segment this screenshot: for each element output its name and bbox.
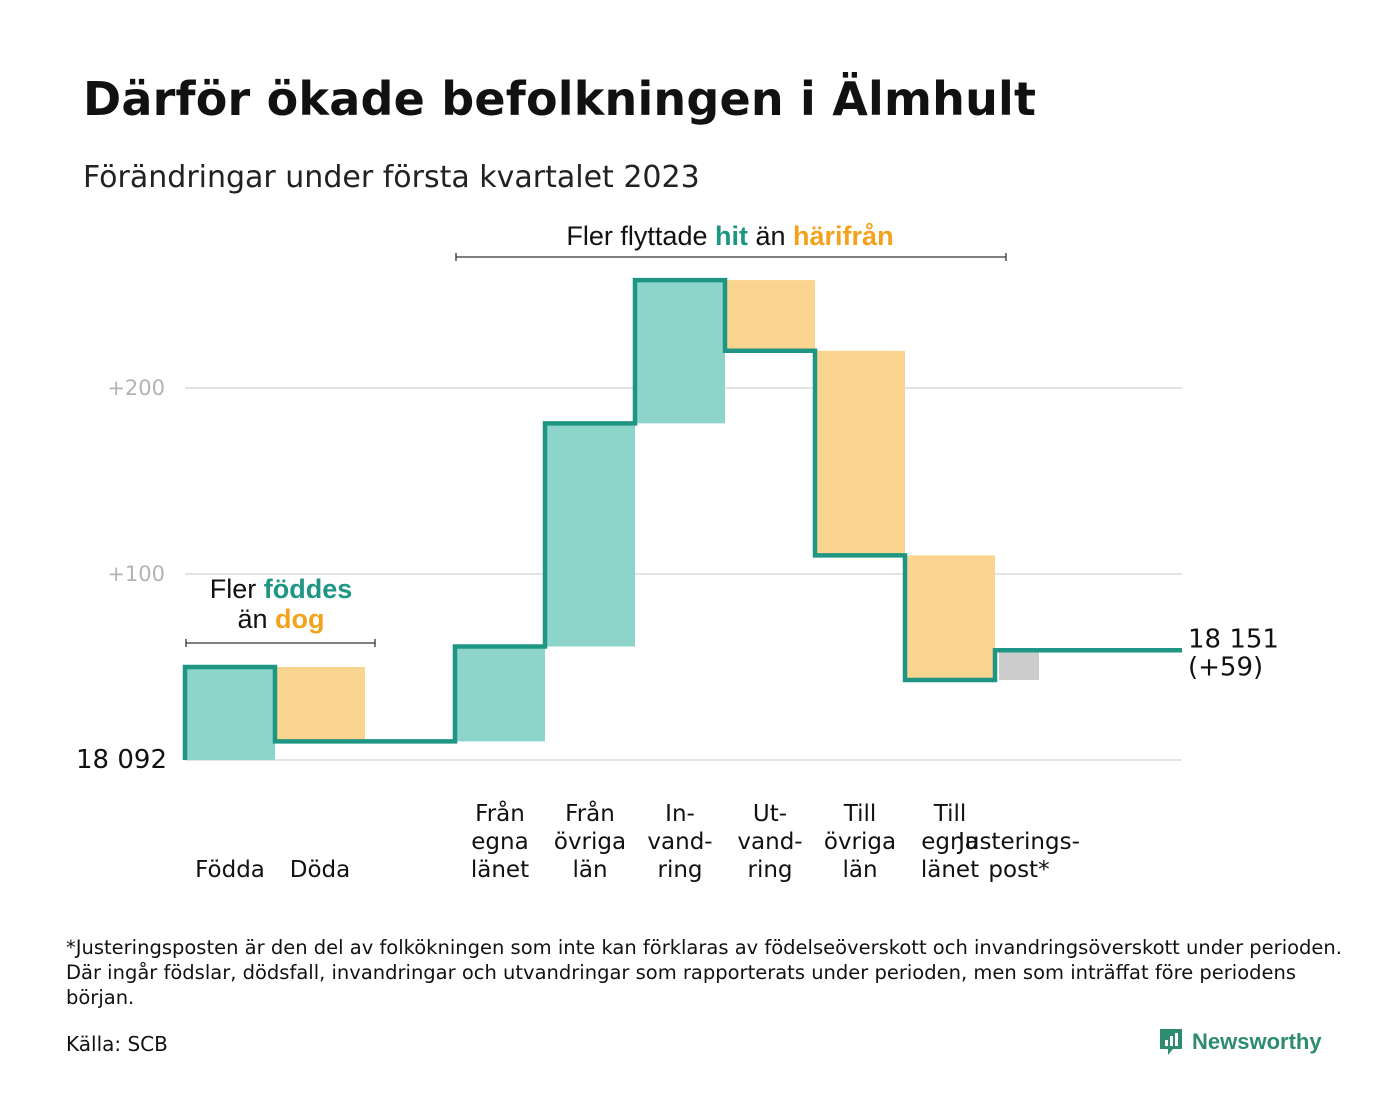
bar bbox=[275, 667, 365, 742]
category-label: Döda bbox=[290, 857, 350, 883]
category-label: övriga bbox=[554, 829, 626, 855]
bar bbox=[999, 650, 1039, 681]
bars bbox=[185, 280, 1039, 760]
newsworthy-logo-icon bbox=[1160, 1029, 1182, 1055]
chart-title: Därför ökade befolkningen i Älmhult bbox=[83, 72, 1037, 126]
bar bbox=[545, 423, 635, 647]
gridlines: +100 +200 bbox=[107, 376, 1182, 761]
y-tick-label: +200 bbox=[107, 376, 165, 400]
labels: Födda DödaFrånegnalänetFrånövrigalänIn-va… bbox=[76, 624, 1279, 883]
migration-annotation: Fler flyttade hit än härifrån bbox=[566, 221, 893, 251]
category-label: Ut- bbox=[753, 801, 787, 827]
births-annotation-line2: än dog bbox=[237, 604, 324, 634]
category-label: län bbox=[842, 857, 877, 883]
category-label: In- bbox=[665, 801, 695, 827]
bar bbox=[455, 646, 545, 742]
start-value-label: 18 092 bbox=[76, 745, 167, 775]
category-label: Till bbox=[843, 801, 877, 827]
category-label: vand- bbox=[647, 829, 712, 855]
category-label: övriga bbox=[824, 829, 896, 855]
bar bbox=[815, 350, 905, 556]
category-label: län bbox=[572, 857, 607, 883]
bar bbox=[725, 280, 815, 351]
step-line bbox=[182, 277, 1182, 760]
category-label: post* bbox=[988, 857, 1049, 883]
bar bbox=[635, 280, 725, 424]
annotations: Fler föddes än dog Fler flyttade hit än … bbox=[185, 221, 1007, 647]
category-label: Till bbox=[933, 801, 967, 827]
category-label: ring bbox=[657, 857, 702, 883]
footnote: *Justeringsposten är den del av folkökni… bbox=[66, 936, 1342, 1009]
end-value-label: 18 151 bbox=[1188, 624, 1279, 654]
y-tick-label: +100 bbox=[107, 562, 165, 586]
chart-subtitle: Förändringar under första kvartalet 2023 bbox=[83, 160, 700, 195]
category-label: länet bbox=[921, 857, 979, 883]
category-label: länet bbox=[471, 857, 529, 883]
category-label: Från bbox=[475, 799, 525, 827]
category-label: egna bbox=[921, 829, 978, 855]
births-annotation-line1: Fler föddes bbox=[210, 574, 353, 604]
waterfall-chart: +100+200 Födda DödaFrånegnalänetFrånövrig… bbox=[76, 221, 1279, 883]
source-note: Källa: SCB bbox=[66, 1032, 168, 1056]
category-label: ring bbox=[747, 857, 792, 883]
end-change-label: (+59) bbox=[1188, 652, 1263, 682]
newsworthy-logo: Newsworthy bbox=[1158, 1027, 1322, 1057]
category-label: Födda bbox=[195, 857, 265, 883]
category-label: egna bbox=[471, 829, 528, 855]
bar bbox=[905, 555, 995, 681]
category-label: Från bbox=[565, 799, 615, 827]
brand-name: Newsworthy bbox=[1192, 1029, 1322, 1054]
category-label: Justerings- bbox=[956, 829, 1080, 855]
bar bbox=[185, 667, 275, 760]
category-label: vand- bbox=[737, 829, 802, 855]
cumulative-step-line bbox=[182, 277, 1182, 760]
